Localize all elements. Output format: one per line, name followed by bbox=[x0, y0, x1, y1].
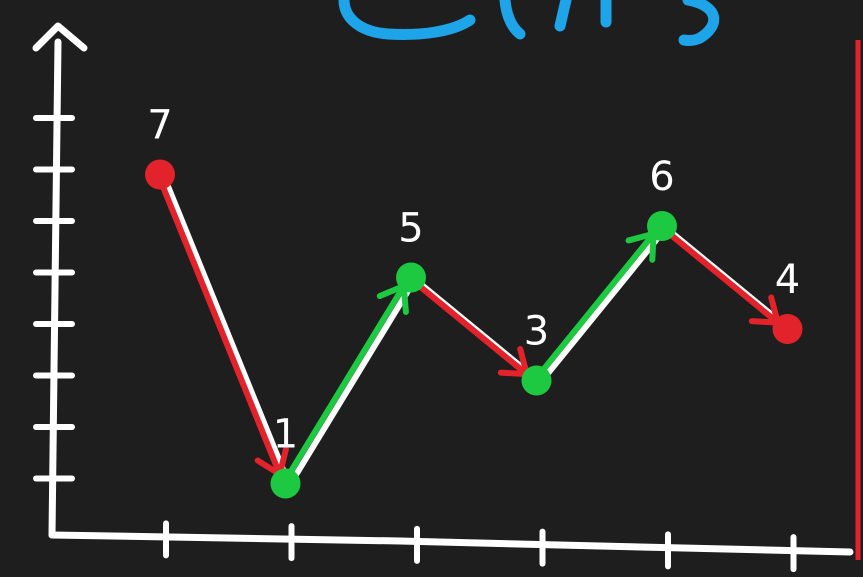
data-point bbox=[772, 314, 803, 344]
data-label: 1 bbox=[273, 412, 298, 458]
x-ticks bbox=[163, 520, 797, 573]
segment-line bbox=[657, 223, 789, 332]
x-axis bbox=[48, 531, 854, 556]
data-point bbox=[647, 211, 677, 241]
data-point bbox=[145, 159, 175, 190]
y-axis-arrow bbox=[32, 22, 88, 52]
axes bbox=[32, 22, 854, 556]
data-label: 3 bbox=[524, 309, 549, 355]
data-label: 5 bbox=[398, 206, 423, 252]
segment-underline bbox=[537, 225, 669, 386]
data-points bbox=[145, 159, 803, 499]
segment-underline bbox=[286, 276, 418, 489]
segment-line bbox=[155, 171, 287, 487]
y-axis bbox=[48, 38, 62, 539]
segment-underline bbox=[161, 173, 293, 489]
segment-line bbox=[531, 223, 663, 384]
segment-line bbox=[406, 274, 538, 384]
data-point bbox=[396, 262, 426, 293]
data-point bbox=[521, 365, 552, 396]
data-label: 4 bbox=[775, 257, 800, 303]
segment-line bbox=[280, 274, 412, 487]
blue-scribble bbox=[338, 0, 720, 46]
data-labels: 7 1 5 3 6 4 bbox=[147, 103, 800, 458]
data-point bbox=[270, 468, 301, 499]
y-ticks bbox=[33, 115, 75, 482]
series-segments bbox=[155, 171, 795, 489]
data-label: 7 bbox=[147, 103, 172, 149]
data-label: 6 bbox=[649, 154, 674, 200]
